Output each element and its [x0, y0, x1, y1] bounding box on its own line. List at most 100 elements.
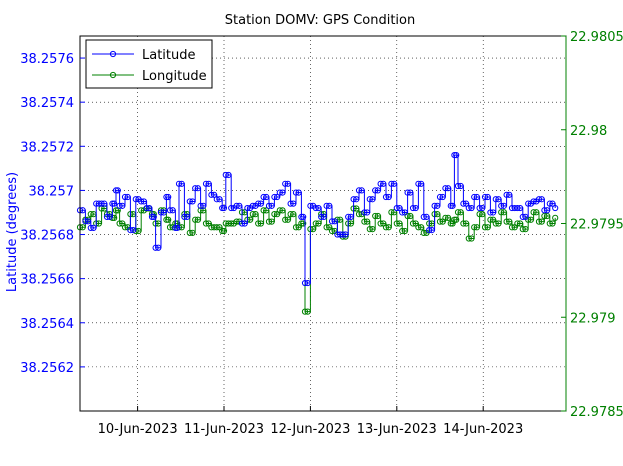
- longitude-point: [388, 209, 395, 216]
- longitude-point: [407, 212, 414, 220]
- latitude-point: [219, 204, 226, 212]
- latitude-point: [404, 189, 411, 196]
- longitude-point: [401, 227, 408, 235]
- latitude-point: [98, 200, 105, 207]
- latitude-point: [157, 209, 165, 216]
- longitude-point: [393, 220, 400, 227]
- latitude-point: [393, 204, 400, 212]
- longitude-point: [519, 226, 526, 233]
- latitude-point: [103, 213, 111, 220]
- y-tick-label: 38.2572: [20, 140, 74, 155]
- latitude-point: [366, 196, 373, 203]
- latitude-point: [184, 213, 191, 220]
- series-layer: [76, 152, 559, 315]
- latitude-point: [457, 182, 464, 190]
- latitude-point: [208, 191, 215, 198]
- y-tick-label: 38.2576: [20, 52, 74, 67]
- longitude-point: [479, 211, 486, 218]
- longitude-point: [538, 218, 545, 225]
- longitude-point: [385, 224, 392, 231]
- latitude-point: [530, 198, 537, 205]
- longitude-point: [257, 220, 264, 227]
- longitude-point: [287, 211, 294, 218]
- latitude-point: [423, 213, 430, 220]
- longitude-point: [220, 227, 228, 235]
- latitude-point: [519, 213, 526, 220]
- latitude-point: [396, 204, 403, 212]
- latitude-point: [90, 224, 97, 232]
- latitude-point: [468, 204, 475, 212]
- latitude-point: [109, 200, 116, 207]
- latitude-point: [549, 200, 556, 207]
- latitude-point: [127, 227, 134, 234]
- latitude-point: [298, 213, 305, 220]
- longitude-point: [457, 209, 464, 216]
- latitude-point: [358, 187, 365, 194]
- latitude-point: [194, 185, 201, 192]
- latitude-point: [328, 218, 336, 225]
- latitude-point: [178, 180, 185, 187]
- latitude-point: [445, 185, 452, 192]
- latitude-point: [315, 204, 322, 212]
- latitude-point: [451, 152, 458, 159]
- longitude-point: [382, 224, 390, 231]
- latitude-point: [155, 244, 162, 251]
- longitude-point: [508, 224, 516, 231]
- latitude-point: [225, 171, 232, 179]
- latitude-point: [119, 202, 126, 209]
- y-axis-ticks: 38.2562 38.2564 38.2566 38.2568 38.257 38.257…: [20, 52, 85, 376]
- latitude-point: [538, 196, 545, 203]
- longitude-point: [202, 220, 210, 227]
- latitude-point: [377, 180, 384, 187]
- latitude-point: [428, 227, 435, 234]
- longitude-point: [447, 220, 454, 227]
- longitude-point: [460, 220, 467, 227]
- longitude-point: [292, 224, 300, 231]
- longitude-point: [453, 216, 460, 223]
- latitude-point: [304, 279, 311, 287]
- longitude-point: [465, 235, 472, 242]
- longitude-point: [374, 212, 381, 220]
- latitude-point: [132, 196, 139, 203]
- longitude-point: [503, 218, 510, 225]
- latitude-point: [290, 200, 297, 207]
- longitude-point: [200, 207, 207, 214]
- longitude-point: [495, 220, 502, 227]
- longitude-point: [471, 224, 478, 231]
- latitude-point: [522, 213, 529, 220]
- latitude-point: [140, 198, 147, 205]
- latitude-point: [331, 218, 338, 225]
- latitude-point: [106, 213, 113, 220]
- latitude-point: [498, 202, 505, 209]
- latitude-point: [436, 193, 444, 201]
- latitude-point: [189, 198, 196, 205]
- latitude-point: [284, 180, 291, 187]
- longitude-point: [165, 216, 172, 223]
- latitude-point: [238, 220, 246, 227]
- latitude-point: [200, 202, 207, 209]
- latitude-point: [339, 231, 346, 238]
- latitude-point: [163, 193, 170, 201]
- latitude-point: [181, 213, 188, 220]
- longitude-point: [366, 226, 373, 233]
- latitude-point: [447, 202, 454, 209]
- longitude-point: [328, 227, 336, 235]
- latitude-point: [320, 213, 327, 220]
- longitude-point: [391, 209, 398, 216]
- latitude-point: [364, 209, 371, 216]
- longitude-point: [527, 216, 535, 223]
- y2-tick-label: 22.98: [570, 124, 607, 139]
- longitude-point: [186, 229, 193, 236]
- y-tick-label: 38.2566: [20, 273, 74, 288]
- longitude-point: [544, 212, 551, 220]
- longitude-point: [228, 220, 235, 227]
- longitude-point: [500, 209, 507, 216]
- latitude-point: [274, 193, 281, 201]
- longitude-point: [279, 207, 286, 214]
- latitude-point: [415, 180, 422, 187]
- longitude-point: [364, 218, 371, 225]
- longitude-point: [298, 220, 305, 227]
- legend-latitude-label: Latitude: [142, 48, 196, 63]
- latitude-point: [112, 187, 120, 194]
